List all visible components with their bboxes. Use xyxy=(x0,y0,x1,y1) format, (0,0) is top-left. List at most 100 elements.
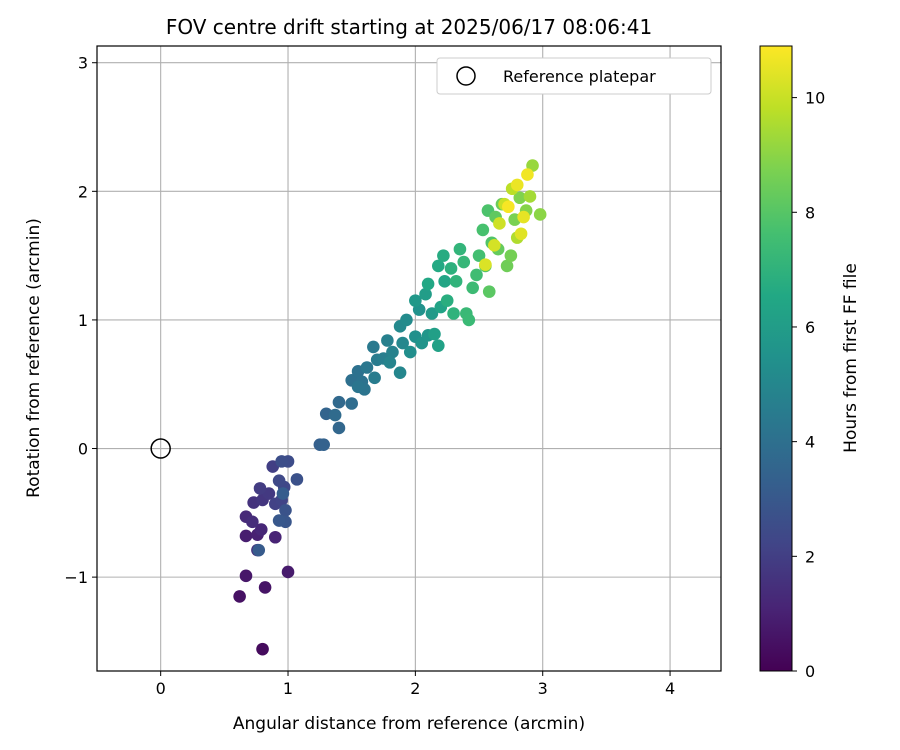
data-point xyxy=(500,259,514,273)
reference-platepar-marker xyxy=(150,438,171,459)
colorbar-label: Hours from first FF file xyxy=(841,263,861,453)
colorbar-ticks: 0 2 4 6 8 10 xyxy=(792,89,825,681)
data-point xyxy=(444,262,458,275)
data-point xyxy=(457,255,471,269)
data-point xyxy=(409,294,422,307)
data-point xyxy=(332,421,346,435)
colorbar-tick-label: 0 xyxy=(805,662,815,681)
data-point xyxy=(453,242,467,256)
data-point xyxy=(317,438,330,451)
data-point xyxy=(275,455,288,468)
data-point xyxy=(428,327,441,341)
legend-label-reference: Reference platepar xyxy=(503,67,656,86)
data-point xyxy=(367,340,380,354)
data-point xyxy=(253,482,267,495)
data-point xyxy=(493,217,506,230)
legend-marker-reference xyxy=(456,66,476,86)
grid xyxy=(97,46,721,671)
data-point xyxy=(437,249,450,262)
data-point xyxy=(510,178,524,192)
colorbar-tick-label: 10 xyxy=(805,89,825,108)
data-point xyxy=(425,307,439,320)
data-point xyxy=(431,259,445,273)
data-point xyxy=(447,307,460,320)
data-point xyxy=(345,397,358,410)
colorbar-tick-label: 6 xyxy=(805,318,815,337)
data-point xyxy=(472,249,486,262)
data-point xyxy=(517,210,530,224)
data-point xyxy=(502,200,515,214)
data-point xyxy=(258,581,272,594)
y-tick-label: 0 xyxy=(78,440,88,459)
plot-area: 0 1 2 3 4 −1 0 1 2 3 xyxy=(64,45,722,698)
data-point xyxy=(476,223,490,237)
data-point xyxy=(272,514,286,527)
data-point xyxy=(513,191,527,205)
data-point xyxy=(351,380,365,394)
data-point xyxy=(279,503,292,517)
data-point xyxy=(276,487,290,500)
data-point xyxy=(383,356,397,369)
colorbar: 0 2 4 6 8 10 Hours from first FF file xyxy=(759,45,861,681)
data-point xyxy=(431,339,445,352)
y-tick-label: −1 xyxy=(64,568,88,587)
data-point xyxy=(233,590,246,603)
y-ticks: −1 0 1 2 3 xyxy=(64,54,97,587)
colorbar-tick-label: 4 xyxy=(805,433,815,452)
colorbar-tick-label: 8 xyxy=(805,203,815,222)
data-point xyxy=(488,239,501,252)
data-point xyxy=(421,277,435,291)
data-point xyxy=(419,287,432,301)
plot-frame xyxy=(96,45,722,672)
data-point xyxy=(386,345,399,359)
data-point xyxy=(403,345,417,359)
y-tick-label: 1 xyxy=(78,311,88,330)
x-tick-label: 4 xyxy=(665,679,675,698)
data-point xyxy=(470,268,483,282)
colorbar-gradient xyxy=(759,45,793,672)
data-point xyxy=(514,227,528,241)
data-point xyxy=(256,642,269,656)
data-point xyxy=(482,285,496,298)
colorbar-tick-label: 2 xyxy=(805,547,815,566)
legend-box xyxy=(436,57,712,95)
data-point xyxy=(533,208,547,221)
data-point xyxy=(290,473,304,486)
data-point xyxy=(504,249,518,262)
y-tick-label: 3 xyxy=(78,54,88,73)
data-point xyxy=(449,275,463,288)
data-point xyxy=(268,530,282,544)
data-point xyxy=(239,529,253,543)
data-point xyxy=(523,190,537,203)
x-axis-label: Angular distance from reference (arcmin) xyxy=(233,714,585,734)
data-point xyxy=(381,334,394,347)
y-tick-label: 2 xyxy=(78,182,88,201)
data-point xyxy=(281,565,295,579)
reference-marker xyxy=(150,438,171,459)
data-point xyxy=(254,523,268,536)
data-point xyxy=(272,474,286,487)
data-point xyxy=(360,361,374,374)
x-tick-label: 2 xyxy=(410,679,420,698)
data-point xyxy=(368,371,381,385)
y-axis-label: Rotation from reference (arcmin) xyxy=(24,218,44,498)
data-point xyxy=(466,281,479,295)
data-point xyxy=(393,366,407,379)
x-ticks: 0 1 2 3 4 xyxy=(156,671,675,698)
data-point xyxy=(396,336,409,350)
data-point xyxy=(400,313,413,327)
x-tick-label: 1 xyxy=(283,679,293,698)
data-point xyxy=(479,258,492,271)
x-tick-label: 3 xyxy=(538,679,548,698)
chart-title: FOV centre drift starting at 2025/06/17 … xyxy=(166,15,652,39)
data-point xyxy=(332,395,346,409)
data-points xyxy=(233,159,547,656)
data-point xyxy=(246,515,259,529)
data-point xyxy=(521,168,534,181)
data-point xyxy=(462,313,476,327)
data-point xyxy=(252,543,266,557)
x-tick-label: 0 xyxy=(156,679,166,698)
data-point xyxy=(438,275,451,288)
data-point xyxy=(328,408,342,422)
